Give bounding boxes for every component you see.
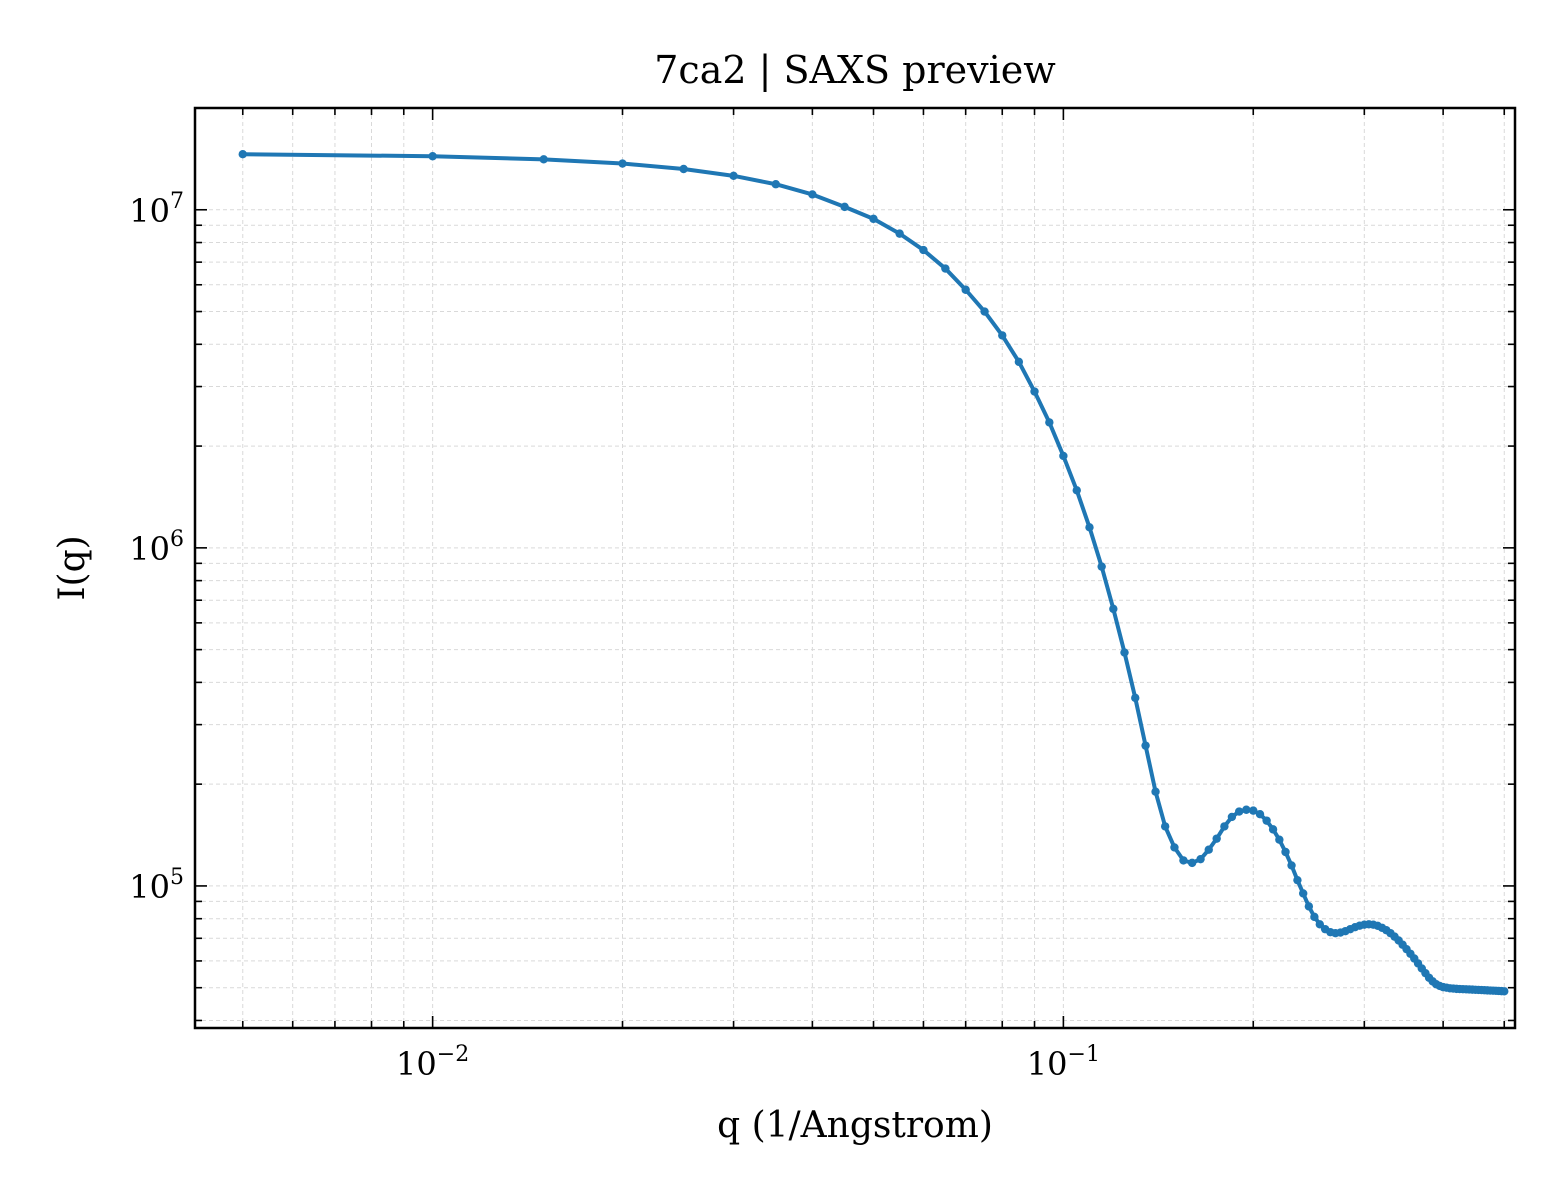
data-point [998, 331, 1007, 340]
data-point [729, 171, 738, 181]
data-point [238, 150, 247, 159]
data-point [1014, 357, 1024, 367]
data-point [1249, 806, 1258, 815]
data-point [1262, 816, 1271, 825]
y-tick-label: 106 [129, 527, 184, 568]
data-point [1255, 809, 1265, 819]
data-point [1072, 486, 1081, 495]
y-tick-label: 107 [129, 189, 184, 230]
data-point [1298, 889, 1308, 898]
data-point [1151, 787, 1160, 796]
data-point [1097, 562, 1106, 571]
y-axis-label: I(q) [52, 535, 93, 600]
grid [195, 107, 1515, 1028]
x-tick-label: 10−2 [396, 1042, 469, 1083]
data-point [869, 214, 878, 224]
data-point [895, 229, 904, 238]
data-point [1268, 825, 1278, 834]
data-point [1235, 807, 1244, 816]
plot-frame [193, 106, 1517, 1030]
data-point [679, 164, 688, 174]
data-point [961, 285, 970, 294]
data-point [1315, 920, 1325, 929]
data-point [618, 159, 627, 168]
data-point [1242, 805, 1251, 814]
data-point [1187, 858, 1197, 868]
data-point [1212, 834, 1221, 843]
data-point [1131, 693, 1140, 703]
data-point [1045, 418, 1054, 427]
data-point [1179, 856, 1188, 865]
data-point [808, 190, 817, 199]
data-point [1310, 912, 1319, 922]
series-layer [238, 150, 1509, 996]
data-point [941, 264, 950, 273]
data-point [980, 307, 989, 316]
data-point [1030, 387, 1039, 396]
data-point [1227, 812, 1237, 822]
data-point [428, 152, 437, 161]
data-point [1170, 843, 1179, 852]
data-point [771, 180, 781, 189]
data-point [1059, 451, 1068, 461]
data-point [1120, 648, 1129, 657]
data-point [1281, 847, 1290, 857]
data-point [919, 245, 928, 255]
data-point [539, 155, 548, 164]
data-point [1275, 835, 1284, 844]
data-point [1160, 822, 1170, 831]
data-point [1220, 822, 1229, 831]
data-point [1500, 987, 1509, 996]
data-point [1196, 854, 1205, 864]
data-point [1293, 875, 1302, 885]
tick-labels: 10−2 10−1 105 106 107 [129, 189, 1100, 1083]
data-point [1287, 861, 1296, 870]
x-axis-label: q (1/Angstrom) [717, 1105, 993, 1146]
x-tick-label: 10−1 [1027, 1042, 1100, 1083]
data-point [840, 202, 849, 212]
data-point [1085, 523, 1094, 532]
data-point [1141, 741, 1150, 750]
data-point [1204, 845, 1213, 854]
chart-title: 7ca2 | SAXS preview [654, 48, 1056, 92]
y-tick-label: 105 [129, 865, 184, 906]
data-point [1109, 604, 1118, 614]
data-point [1304, 902, 1314, 911]
